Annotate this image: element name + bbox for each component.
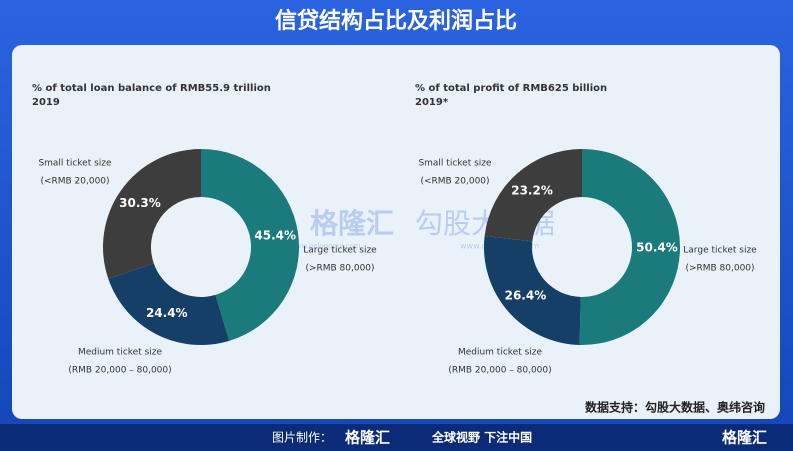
- category-label: Large ticket size: [303, 246, 377, 256]
- category-range: (>RMB 80,000): [685, 264, 754, 274]
- value-label: 30.3%: [119, 196, 161, 210]
- footer-corner-logo: 格隆汇: [722, 429, 767, 447]
- category-label: Medium ticket size: [458, 348, 543, 358]
- category-range: (>RMB 80,000): [305, 264, 374, 274]
- category-range: (<RMB 20,000): [420, 177, 489, 187]
- value-label: 26.4%: [505, 289, 547, 303]
- category-range: (RMB 20,000 – 80,000): [68, 366, 171, 376]
- chart-title: % of total profit of RMB625 billion: [415, 83, 607, 94]
- value-label: 23.2%: [511, 184, 553, 198]
- donut-slice: [103, 149, 201, 279]
- footer-logo: 格隆汇: [345, 429, 390, 447]
- category-label: Small ticket size: [418, 159, 492, 169]
- watermark-brand: 格隆汇: [310, 207, 394, 240]
- category-range: (<RMB 20,000): [40, 177, 109, 187]
- footer-slogan: 全球视野 下注中国: [431, 430, 532, 445]
- value-label: 24.4%: [146, 306, 188, 320]
- category-range: (RMB 20,000 – 80,000): [448, 366, 551, 376]
- footer-made-by: 图片制作：: [272, 431, 332, 445]
- source: 数据支持：勾股大数据、奥纬咨询: [585, 400, 765, 415]
- donut-slice: [579, 149, 681, 346]
- donut-slice: [108, 263, 230, 345]
- chart-title: % of total loan balance of RMB55.9 trill…: [32, 83, 271, 94]
- chart-subtitle: 2019: [32, 97, 60, 108]
- category-label: Medium ticket size: [78, 348, 163, 358]
- footer-bar: [0, 424, 793, 451]
- donut-slice: [484, 149, 582, 242]
- watermark-url: www.gelonghui.com: [290, 242, 361, 250]
- category-label: Small ticket size: [38, 159, 112, 169]
- category-label: Large ticket size: [683, 246, 757, 256]
- value-label: 45.4%: [254, 229, 296, 243]
- page-title: 信贷结构占比及利润占比: [275, 8, 517, 34]
- donut-slice: [201, 149, 299, 341]
- value-label: 50.4%: [636, 240, 678, 254]
- chart-subtitle: 2019*: [415, 97, 449, 108]
- donut-slice: [484, 235, 581, 345]
